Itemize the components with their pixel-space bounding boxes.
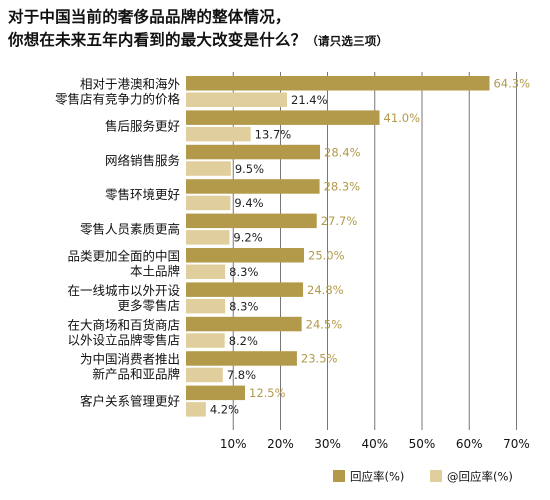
bar-series2 <box>186 333 225 348</box>
value-label-series2: 21.4% <box>291 93 328 107</box>
category-label: 以外设立品牌零售店 <box>67 332 180 347</box>
title-line-2: 你想在未来五年内看到的最大改变是什么？（请只选三项） <box>8 29 548 53</box>
bar-series1 <box>186 76 490 91</box>
category-label: 为中国消费者推出 <box>80 352 180 367</box>
bar-series2 <box>186 367 223 383</box>
value-label-series2: 8.2% <box>229 334 258 348</box>
value-label-series1: 23.5% <box>301 352 338 366</box>
value-label-series2: 8.3% <box>229 299 258 313</box>
category-label: 在一线城市以外开设 <box>67 283 180 298</box>
bar-series1 <box>186 248 304 263</box>
value-label-series2: 7.8% <box>227 368 256 382</box>
bar-series2 <box>186 402 206 417</box>
x-tick-label: 10% <box>220 437 247 451</box>
value-label-series2: 8.3% <box>229 265 258 279</box>
value-label-series1: 64.3% <box>493 77 530 91</box>
value-label-series2: 9.4% <box>234 196 263 210</box>
x-tick-label: 50% <box>409 437 436 451</box>
category-label: 客户关系管理更好 <box>80 394 180 409</box>
legend-swatch-series1 <box>333 470 345 482</box>
x-tick-label: 60% <box>456 437 483 451</box>
category-label: 零售店有竞争力的价格 <box>55 92 181 107</box>
legend: 回应率(%) @回应率(%) <box>333 470 513 484</box>
value-label-series1: 24.8% <box>307 283 344 297</box>
x-tick-label: 30% <box>314 437 341 451</box>
category-label: 品类更加全面的中国 <box>67 249 180 264</box>
bar-series1 <box>186 213 317 229</box>
title-question: 你想在未来五年内看到的最大改变是什么？ <box>8 31 307 49</box>
category-label: 更多零售店 <box>117 298 180 313</box>
category-label: 网络销售服务 <box>105 153 180 168</box>
bar-series2 <box>186 92 288 107</box>
bar-series2 <box>186 230 230 245</box>
bar-series2 <box>186 298 226 314</box>
legend-swatch-series2 <box>430 470 442 482</box>
category-labels: 相对于港澳和海外零售店有竞争力的价格售后服务更好网络销售服务零售环境更好零售人员… <box>55 77 181 409</box>
value-label-series1: 24.5% <box>306 317 343 331</box>
value-label-series2: 9.5% <box>235 162 264 176</box>
x-tick-label: 40% <box>361 437 388 451</box>
category-label: 相对于港澳和海外 <box>80 77 181 92</box>
value-label-series1: 28.3% <box>324 180 361 194</box>
category-label: 零售人员素质更高 <box>80 222 180 237</box>
legend-label-series2: @回应率(%) <box>447 470 513 484</box>
bar-series1 <box>186 282 304 297</box>
value-label-series2: 4.2% <box>210 403 239 417</box>
bar-series1 <box>186 316 302 332</box>
value-label-series1: 25.0% <box>308 249 345 263</box>
bar-series2 <box>186 195 231 211</box>
value-label-series1: 12.5% <box>249 386 286 400</box>
bars: 64.3% 21.4% 41.0% 13.7% 28.4% 9.5% 28.3% 9.4% 27… <box>186 76 530 417</box>
legend-label-series1: 回应率(%) <box>350 470 404 484</box>
title-line-1: 对于中国当前的奢侈品品牌的整体情况， <box>8 8 291 26</box>
value-label-series1: 28.4% <box>324 145 361 159</box>
x-tick-label: 20% <box>267 437 294 451</box>
title-note: （请只选三项） <box>306 34 389 48</box>
value-label-series2: 9.2% <box>233 231 262 245</box>
bar-series2 <box>186 161 231 176</box>
category-label: 售后服务更好 <box>105 118 180 133</box>
value-label-series1: 41.0% <box>384 111 421 125</box>
value-label-series1: 27.7% <box>321 214 358 228</box>
chart-title: 对于中国当前的奢侈品品牌的整体情况， 你想在未来五年内看到的最大改变是什么？（请… <box>8 6 548 53</box>
bar-series1 <box>186 179 320 194</box>
bar-series1 <box>186 385 245 401</box>
bar-series1 <box>186 144 321 160</box>
x-axis: 10% 20% 30% 40% 50% 60% 70% <box>220 437 530 451</box>
x-tick-label: 70% <box>503 437 530 451</box>
value-label-series2: 13.7% <box>255 127 292 141</box>
bar-series2 <box>186 264 226 279</box>
category-label: 新产品和亚品牌 <box>92 367 180 382</box>
category-label: 在大商场和百货商店 <box>67 317 180 332</box>
bar-series1 <box>186 110 380 125</box>
bar-series1 <box>186 351 297 366</box>
category-label: 零售环境更好 <box>105 187 180 202</box>
bar-series2 <box>186 126 251 142</box>
category-label: 本土品牌 <box>130 264 180 279</box>
